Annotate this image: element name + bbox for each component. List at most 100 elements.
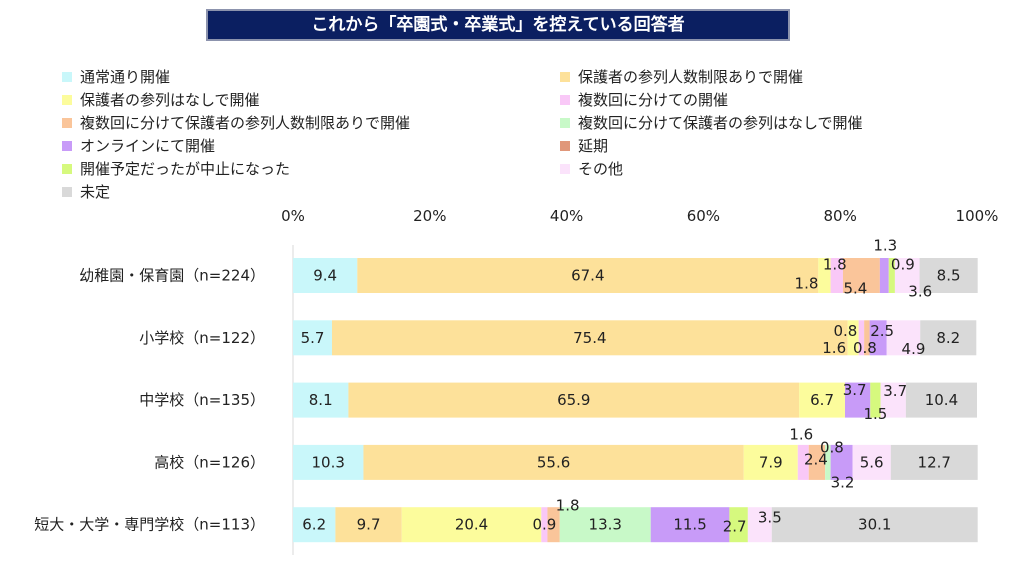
data-label-3-4: 2.4	[804, 450, 828, 468]
bar-segment-3-1	[363, 444, 744, 480]
bar-segment-4-2	[401, 507, 542, 543]
bar-segment-3-6	[830, 444, 853, 480]
legend-swatch	[62, 140, 72, 151]
data-label-3-10: 12.7	[918, 453, 951, 471]
bar-segment-4-9	[747, 507, 772, 543]
legend-swatch	[560, 163, 570, 174]
bar-segment-2-2	[799, 382, 845, 418]
bar-segment-4-6	[650, 507, 730, 543]
data-label-3-0: 10.3	[312, 453, 345, 471]
legend-right-column: 保護者の参列人数制限ありで開催 複数回に分けての開催 複数回に分けて保護者の参列…	[560, 65, 863, 180]
bar-segment-1-1	[331, 320, 848, 356]
bar-segment-4-3	[541, 507, 548, 543]
bar-segment-4-5	[559, 507, 651, 543]
x-tick-label: 20%	[413, 207, 446, 225]
data-label-1-10: 8.2	[936, 329, 960, 347]
bar-segment-3-4	[808, 444, 826, 480]
data-label-0-6: 1.3	[873, 237, 897, 255]
data-label-1-1: 75.4	[573, 329, 606, 347]
x-tick-label: 60%	[687, 207, 720, 225]
bar-segment-0-2	[818, 258, 831, 293]
bar-segment-1-6	[869, 320, 887, 356]
bar-segment-4-0	[293, 507, 336, 543]
legend-label: 複数回に分けて保護者の参列人数制限ありで開催	[80, 114, 411, 132]
bar-segment-2-6	[844, 382, 871, 418]
legend-swatch	[560, 94, 570, 105]
data-label-1-6: 2.5	[870, 322, 894, 340]
data-label-4-4: 1.8	[556, 497, 580, 515]
legend-swatch	[560, 71, 570, 82]
legend-item-normal: 通常通り開催	[62, 65, 410, 88]
data-label-2-8: 1.5	[863, 405, 887, 423]
x-axis-ticks: 0% 20% 40% 60% 80% 100%	[281, 207, 998, 225]
data-label-3-1: 55.6	[537, 453, 570, 471]
bar-segment-0-0	[293, 258, 358, 293]
data-label-3-6: 3.2	[831, 473, 855, 491]
legend-label: 延期	[578, 137, 609, 155]
legend-item-cancelled: 開催予定だったが中止になった	[62, 157, 410, 180]
category-label: 幼稚園・保育園（n=224）	[79, 267, 265, 285]
bar-segment-2-8	[870, 382, 881, 418]
legend-item-undecided: 未定	[62, 180, 410, 203]
data-label-2-6: 3.7	[843, 381, 867, 399]
data-label-0-10: 8.5	[937, 267, 961, 285]
legend-label: 通常通り開催	[80, 68, 171, 86]
legend-label: 未定	[80, 183, 111, 201]
bar-segment-3-0	[293, 444, 364, 480]
data-label-4-10: 30.1	[858, 516, 891, 534]
legend-swatch	[62, 163, 72, 174]
legend-item-guardian-limited: 保護者の参列人数制限ありで開催	[560, 65, 863, 88]
category-label: 高校（n=126）	[154, 453, 265, 471]
bar-segment-0-8	[888, 258, 895, 293]
legend-swatch	[560, 117, 570, 128]
data-label-1-9: 4.9	[902, 340, 926, 358]
data-label-1-3: 0.8	[833, 322, 857, 340]
legend-label: 複数回に分けて保護者の参列はなしで開催	[578, 114, 863, 132]
data-label-4-2: 20.4	[455, 516, 488, 534]
bar-segment-1-9	[886, 320, 921, 356]
bar-segment-3-3	[797, 444, 809, 480]
data-label-4-8: 2.7	[723, 518, 747, 536]
bar-segment-2-10	[905, 382, 977, 418]
bar-segment-3-9	[852, 444, 891, 480]
legend-swatch	[62, 186, 72, 197]
data-label-3-5: 0.8	[820, 438, 844, 456]
bar-segment-3-10	[890, 444, 978, 480]
bar-segment-1-10	[920, 320, 977, 356]
category-label: 中学校（n=135）	[139, 391, 265, 409]
legend-item-multiple-sessions: 複数回に分けての開催	[560, 88, 863, 111]
legend-item-multi-limited: 複数回に分けて保護者の参列人数制限ありで開催	[62, 111, 410, 134]
bar-segment-4-10	[771, 507, 978, 543]
bar-segment-1-2	[847, 320, 859, 356]
legend-item-online: オンラインにて開催	[62, 134, 410, 157]
data-label-1-4: 0.8	[853, 339, 877, 357]
data-label-0-3: 1.8	[823, 256, 847, 274]
category-labels: 幼稚園・保育園（n=224） 小学校（n=122） 中学校（n=135） 高校（n=1…	[34, 267, 265, 534]
data-label-4-0: 6.2	[302, 516, 326, 534]
data-label-0-0: 9.4	[313, 267, 337, 285]
data-label-4-6: 11.5	[673, 516, 706, 534]
legend-left-column: 通常通り開催 保護者の参列はなしで開催 複数回に分けて保護者の参列人数制限ありで…	[62, 65, 410, 203]
legend-label: 複数回に分けての開催	[578, 91, 729, 109]
legend-item-postponed: 延期	[560, 134, 863, 157]
bar-segment-4-8	[729, 507, 748, 543]
data-label-0-9: 3.6	[908, 283, 932, 301]
category-label: 小学校（n=122）	[139, 329, 265, 347]
x-tick-label: 80%	[824, 207, 857, 225]
bar-segment-2-9	[880, 382, 906, 418]
bar-segment-1-4	[864, 320, 870, 356]
bar-segment-2-1	[348, 382, 800, 418]
data-label-4-5: 13.3	[589, 516, 622, 534]
bar-segment-4-4	[547, 507, 560, 543]
data-label-2-9: 3.7	[883, 382, 907, 400]
bar-segment-1-0	[293, 320, 332, 356]
bars	[293, 258, 978, 543]
data-label-4-3: 0.9	[532, 516, 556, 534]
legend-swatch	[62, 71, 72, 82]
x-tick-label: 100%	[956, 207, 999, 225]
bar-segment-4-1	[335, 507, 402, 543]
data-label-2-2: 6.7	[810, 391, 834, 409]
data-label-2-0: 8.1	[309, 391, 333, 409]
data-label-4-9: 3.5	[758, 509, 782, 527]
